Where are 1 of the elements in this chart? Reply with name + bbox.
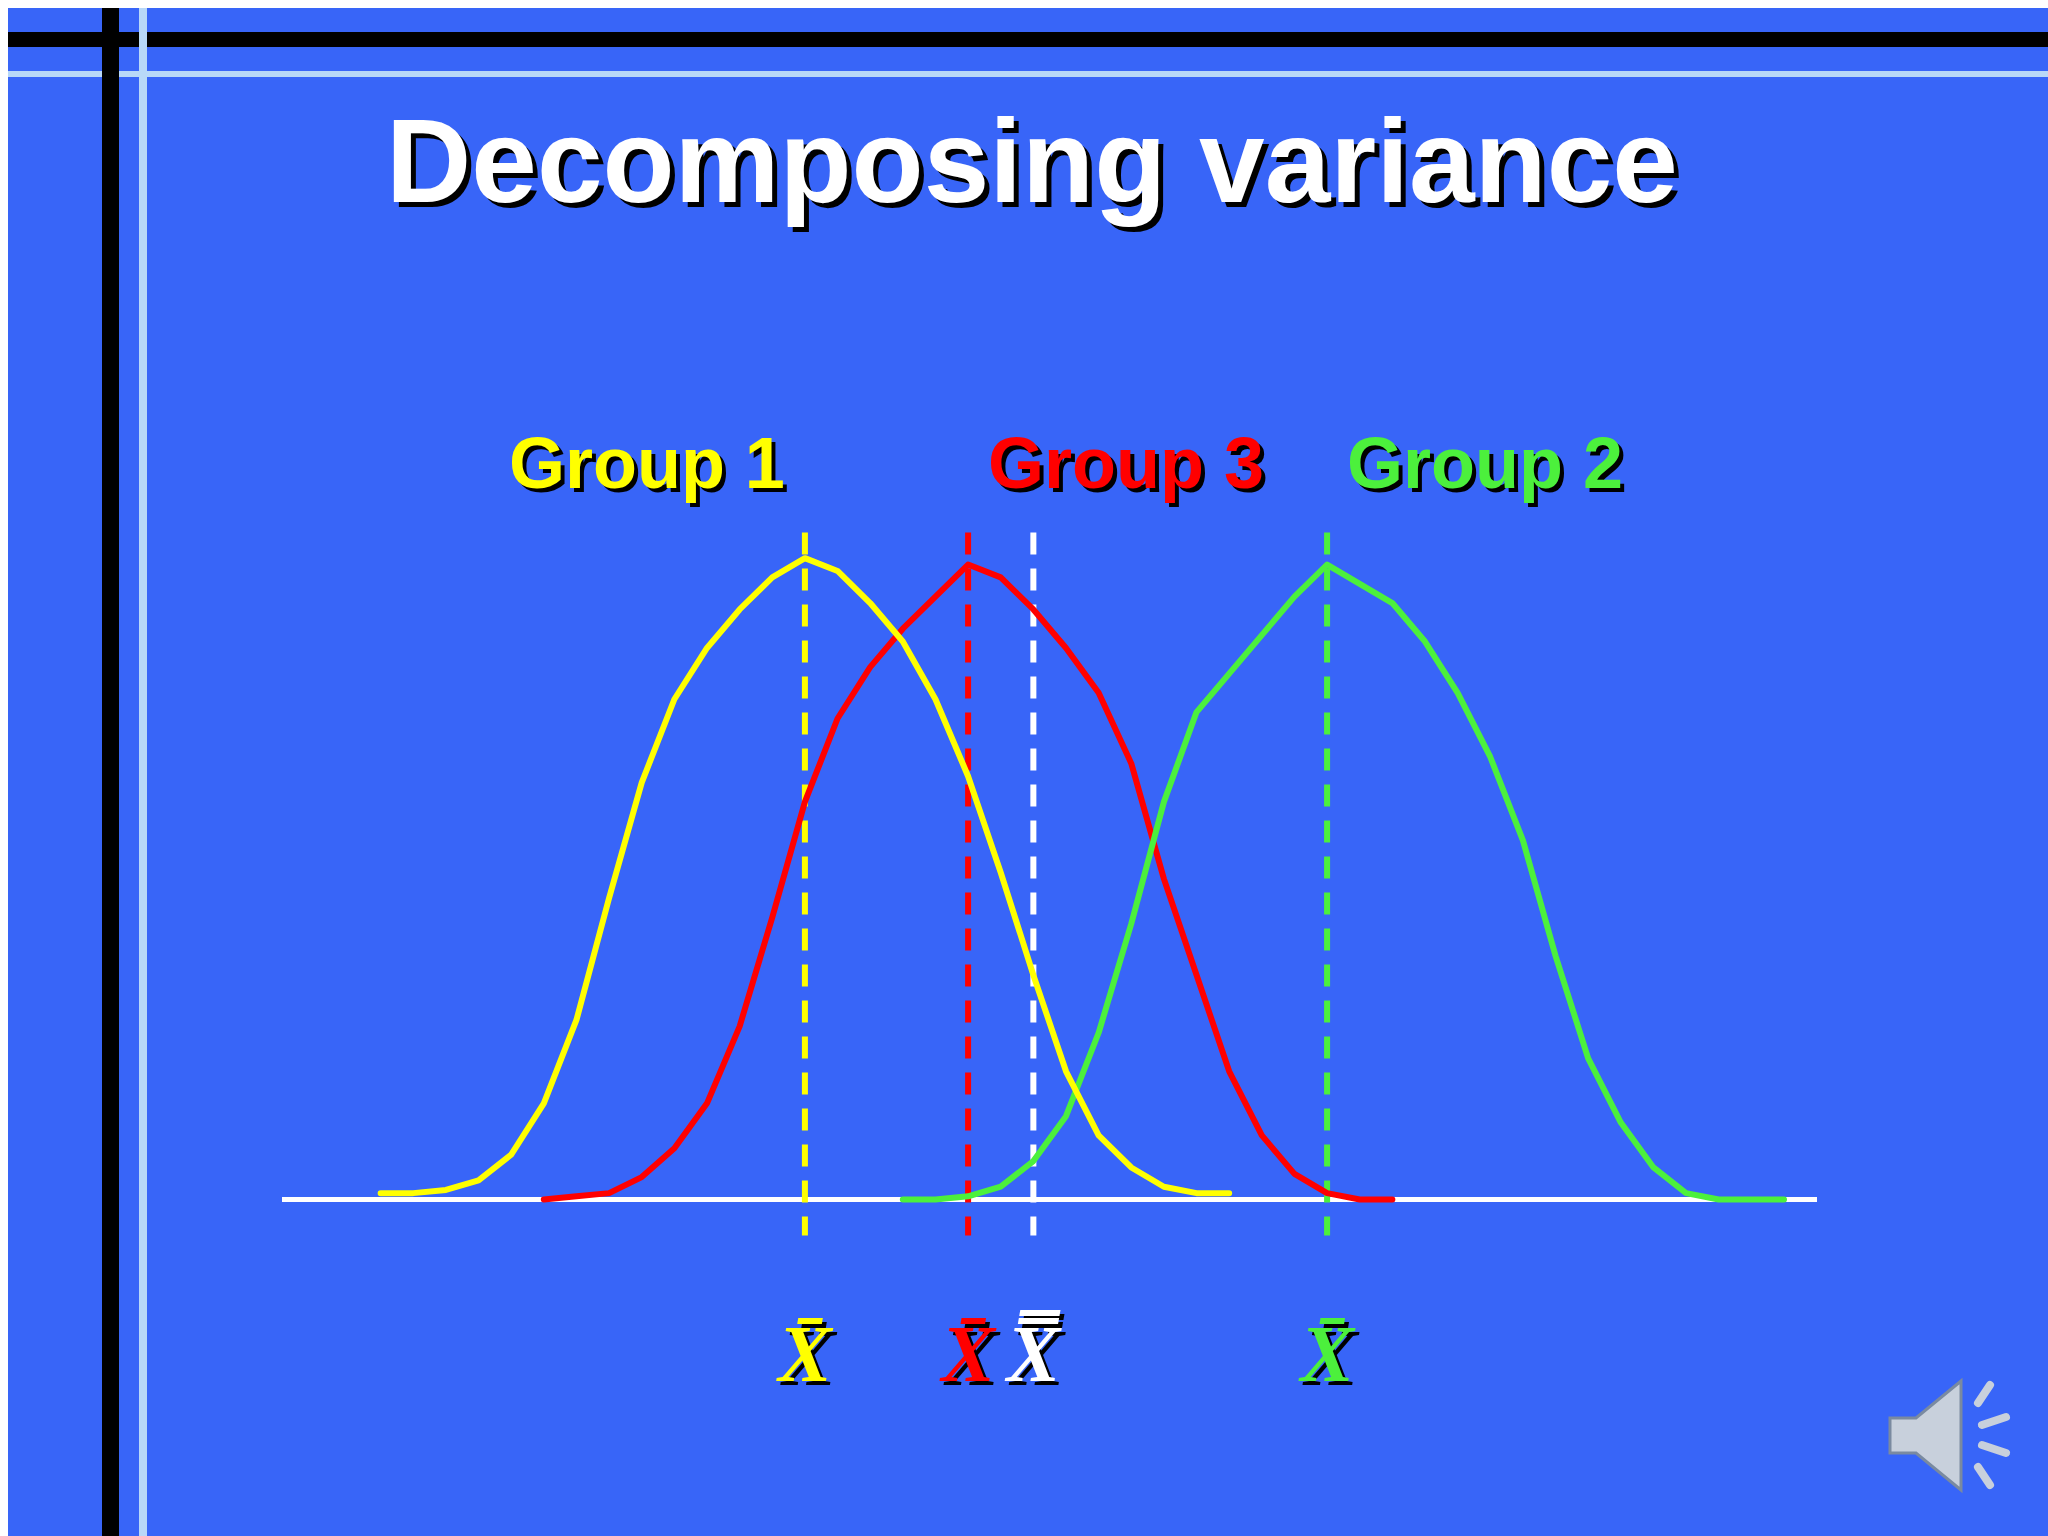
chart-title: Decomposing variance <box>385 94 1679 229</box>
